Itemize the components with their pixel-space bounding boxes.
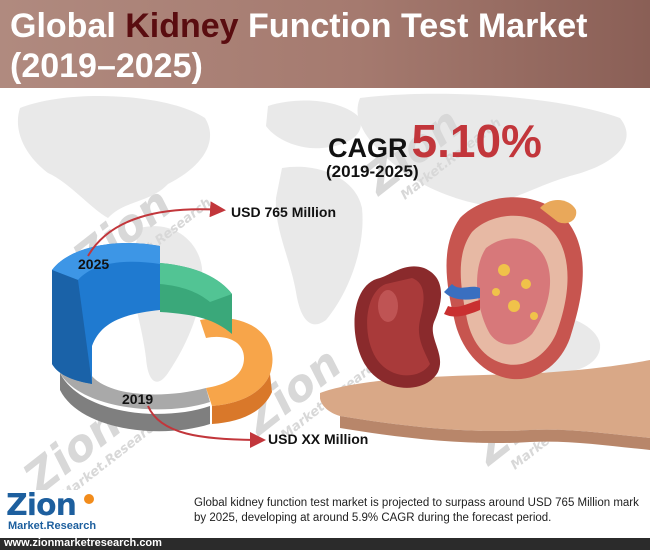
ring-segment-orange bbox=[200, 317, 273, 406]
footer: Zion Market.Research Global kidney funct… bbox=[0, 488, 650, 538]
cagr-label: CAGR bbox=[328, 133, 408, 163]
infographic-body: Zion Market.Research Zion Market.Research … bbox=[0, 88, 650, 490]
title-part2: Function Test Market bbox=[238, 7, 588, 45]
website-link[interactable]: www.zionmarketresearch.com bbox=[4, 537, 162, 549]
arrow-icon bbox=[87, 201, 226, 257]
cagr-period: (2019-2025) bbox=[326, 162, 419, 181]
page-title: Global Kidney Function Test Market (2019–… bbox=[10, 6, 640, 86]
url-bar: www.zionmarketresearch.com bbox=[0, 537, 650, 550]
year-2025-label: 2025 bbox=[78, 256, 110, 272]
value-2025: USD 765 Million bbox=[231, 204, 337, 220]
value-2019: USD XX Million bbox=[268, 431, 369, 447]
logo-dot-icon bbox=[84, 494, 94, 504]
brand-logo[interactable]: Zion Market.Research bbox=[6, 488, 98, 538]
year-2019-label: 2019 bbox=[122, 391, 154, 407]
market-description: Global kidney function test market is pr… bbox=[194, 497, 639, 524]
title-accent: Kidney bbox=[125, 7, 239, 45]
title-part1: Global bbox=[10, 7, 126, 45]
logo-text: Zion bbox=[6, 488, 77, 523]
world-map bbox=[17, 93, 627, 382]
kidney-illustration bbox=[320, 197, 650, 450]
title-years: (2019–2025) bbox=[10, 47, 203, 85]
logo-subtext: Market.Research bbox=[8, 520, 97, 532]
cagr-value: 5.10% bbox=[411, 115, 542, 167]
cagr-callout: CAGR5.10% bbox=[328, 114, 542, 168]
ring-chart bbox=[52, 201, 273, 448]
ring-segment-grey bbox=[60, 373, 210, 432]
header-banner: Global Kidney Function Test Market (2019–… bbox=[0, 0, 650, 88]
arrow-icon bbox=[147, 405, 266, 448]
